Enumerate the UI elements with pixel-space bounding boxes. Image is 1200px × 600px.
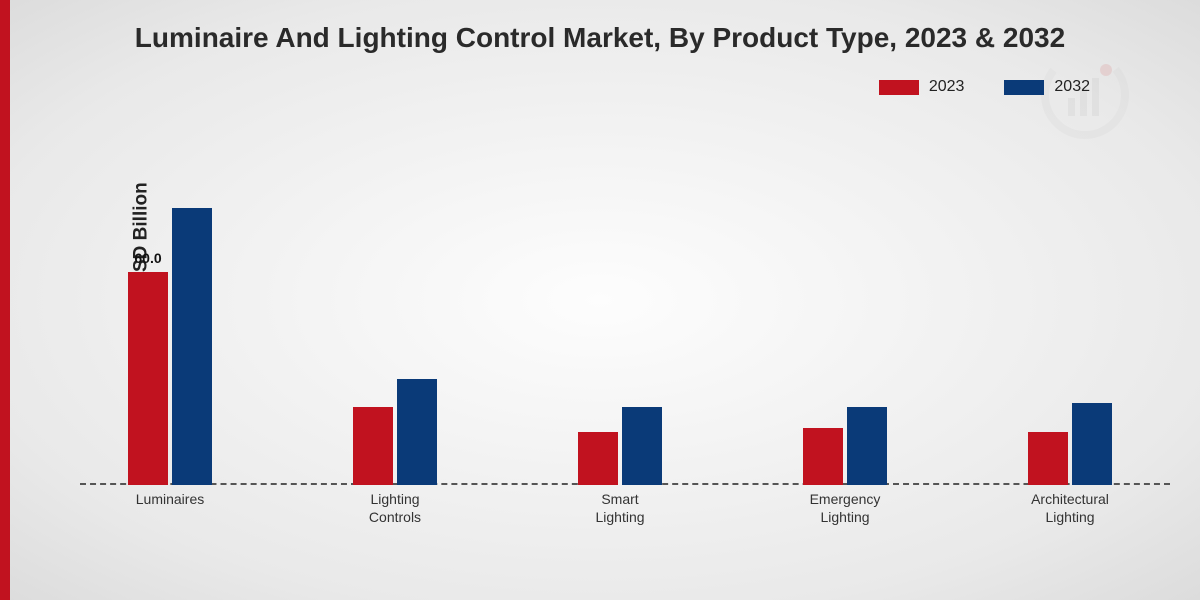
bar-2023 (578, 432, 618, 485)
bar-group (550, 407, 690, 485)
bar-2032 (622, 407, 662, 485)
legend-swatch-2023 (879, 80, 919, 95)
category-label: Lighting Controls (325, 490, 465, 526)
left-accent-bar (0, 0, 10, 600)
plot-area: 60.0 (80, 130, 1170, 485)
bar-2023 (803, 428, 843, 485)
bar-2032 (172, 208, 212, 485)
category-label: Emergency Lighting (775, 490, 915, 526)
bar-value-label: 60.0 (134, 250, 161, 266)
legend-swatch-2032 (1004, 80, 1044, 95)
legend-label-2023: 2023 (929, 78, 965, 96)
legend-item-2023: 2023 (879, 78, 965, 96)
bar-2032 (847, 407, 887, 485)
bar-2023 (353, 407, 393, 485)
category-label: Smart Lighting (550, 490, 690, 526)
bar-2023: 60.0 (128, 272, 168, 485)
bar-2032 (1072, 403, 1112, 485)
category-label: Architectural Lighting (1000, 490, 1140, 526)
category-labels: Luminaires Lighting Controls Smart Lightin… (80, 490, 1170, 540)
chart-title: Luminaire And Lighting Control Market, B… (135, 22, 1065, 54)
legend: 2023 2032 (879, 78, 1090, 96)
category-label: Luminaires (100, 490, 240, 508)
legend-item-2032: 2032 (1004, 78, 1090, 96)
legend-label-2032: 2032 (1054, 78, 1090, 96)
bar-2023 (1028, 432, 1068, 485)
bar-group (775, 407, 915, 485)
bar-group (1000, 403, 1140, 485)
bar-2032 (397, 379, 437, 486)
bar-group (325, 379, 465, 486)
bar-group: 60.0 (100, 208, 240, 485)
